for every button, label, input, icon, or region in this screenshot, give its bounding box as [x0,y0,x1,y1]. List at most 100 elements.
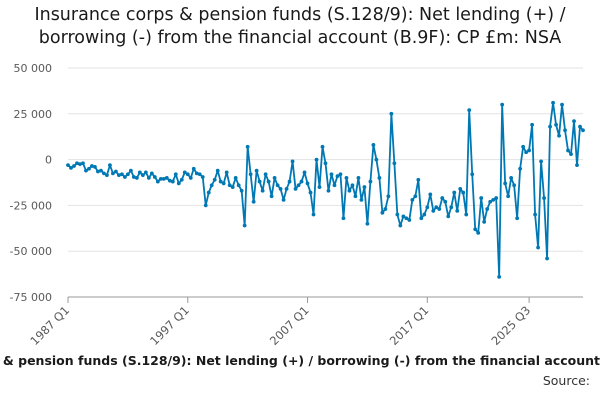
data-point [428,192,433,197]
data-point [302,170,307,175]
data-point [188,176,193,180]
data-point [194,171,199,176]
data-point [111,171,115,176]
data-point [563,128,567,133]
data-point [311,212,316,217]
data-point [467,108,472,113]
chart-title-line-2: borrowing (-) from the financial account… [38,28,562,48]
data-point [233,176,238,180]
data-point [146,176,151,180]
data-point [470,172,475,177]
x-tick-label: 1997 Q1 [147,303,192,348]
data-point [173,172,178,177]
data-point [131,175,136,179]
data-point [81,161,85,166]
data-point [236,183,241,188]
data-point [536,245,540,250]
data-point [137,170,142,175]
data-point [332,183,337,188]
data-point [449,205,454,210]
data-point [494,196,499,200]
data-point [108,163,112,168]
data-point [239,188,244,193]
data-point [533,212,537,217]
data-point [191,166,196,171]
data-point [272,176,277,180]
data-point [245,144,250,149]
source-label: Source: [542,373,590,388]
data-point [572,119,576,124]
data-point [356,176,361,180]
data-point [179,177,184,182]
data-point [200,175,205,179]
data-point [78,162,82,167]
y-tick-label: -50 000 [10,245,52,258]
data-point [344,176,349,180]
data-point [407,218,412,222]
data-point [105,173,109,178]
data-point [578,124,582,129]
data-point [500,102,505,107]
data-point [362,185,367,189]
data-point [167,178,172,183]
data-point [542,196,546,200]
data-point [206,190,211,195]
data-point [230,185,235,189]
data-point [134,176,139,180]
data-point [401,214,406,219]
data-point [458,187,463,191]
data-point [455,209,460,213]
data-point [545,256,549,261]
data-point [527,148,531,153]
data-point [359,198,364,202]
data-point [497,274,502,279]
data-point [437,207,442,211]
data-point [404,216,409,221]
data-point [461,190,466,195]
data-point [69,165,73,170]
data-point [548,124,552,129]
data-point [117,173,121,178]
data-point [368,179,373,184]
data-point [161,176,166,181]
data-point [99,168,103,173]
data-point [102,171,106,176]
data-point [485,207,490,211]
data-point [125,172,130,177]
data-point [392,161,397,166]
data-point [440,196,445,200]
data-point [287,179,292,184]
data-point [218,179,223,184]
data-point [341,216,346,221]
data-point [284,187,289,191]
data-point [290,159,295,164]
data-point [227,183,232,188]
data-point [374,157,379,162]
data-point [506,194,511,199]
data-point [314,157,319,162]
x-tick-label: 2025 Q3 [488,303,533,348]
data-point [398,223,403,228]
y-tick-label: -75 000 [10,291,52,304]
data-point [93,165,97,169]
data-point [539,159,543,164]
data-point [308,190,313,195]
y-tick-label: 25 000 [14,108,53,121]
data-point [551,100,555,105]
data-point [90,164,94,168]
data-point [96,169,100,174]
data-point [293,187,298,191]
data-point [530,122,534,127]
data-point [75,161,79,166]
x-tick-label: 2007 Q1 [267,303,312,348]
data-point [326,188,331,193]
data-point [464,212,469,217]
data-point [140,173,145,178]
y-tick-label: 50 000 [14,62,53,75]
chart-title: Insurance corps & pension funds (S.128/9… [0,4,600,50]
data-point [114,169,118,174]
data-point [554,122,558,127]
data-point [149,171,154,176]
data-point [269,194,274,199]
data-point [176,181,181,186]
